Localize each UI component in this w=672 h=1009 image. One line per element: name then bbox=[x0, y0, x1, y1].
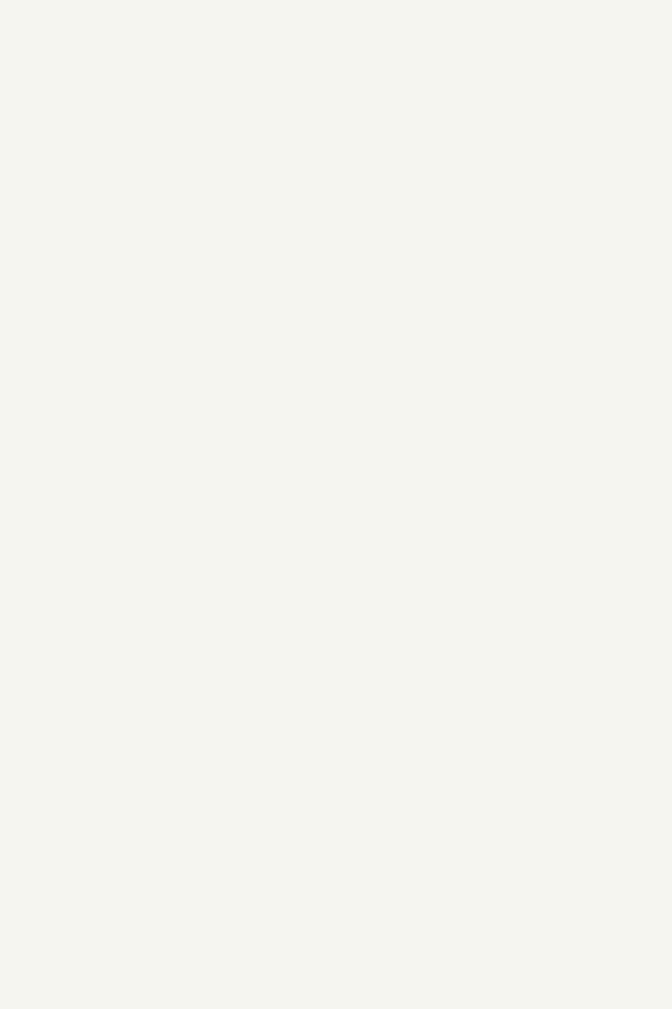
cover-diagram bbox=[60, 200, 612, 720]
